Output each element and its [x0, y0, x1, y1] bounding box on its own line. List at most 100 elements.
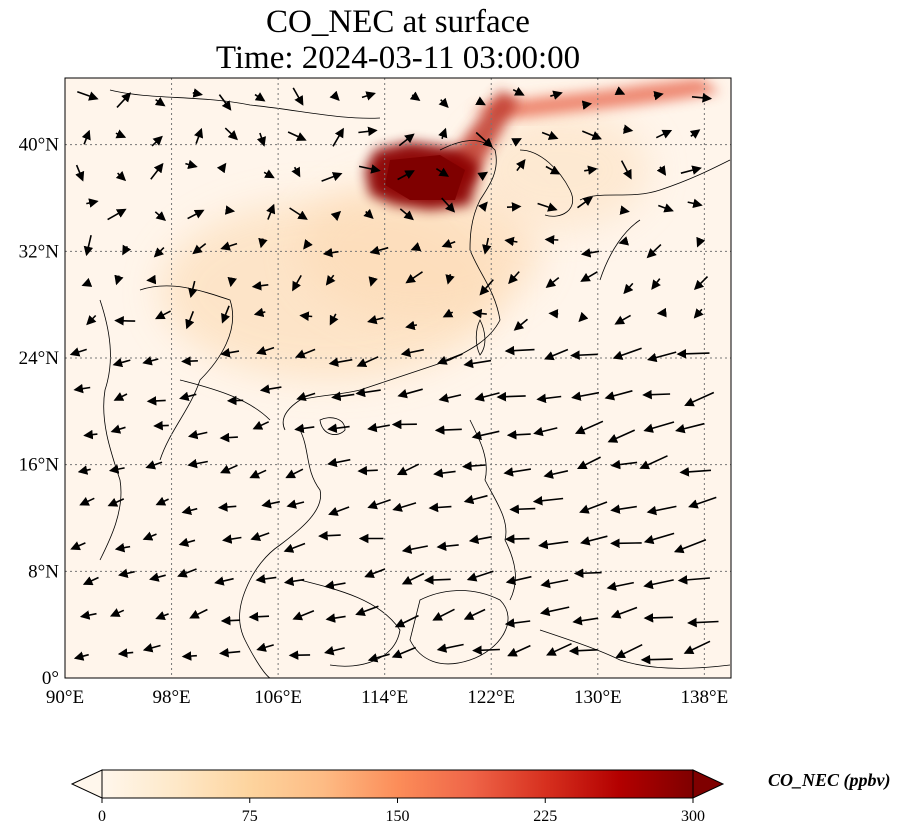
wind-arrow [477, 171, 489, 181]
wind-arrow [640, 654, 673, 665]
wind-arrow [610, 459, 638, 470]
wind-arrow [251, 280, 269, 291]
lat-tick-label: 16°N [19, 455, 60, 476]
wind-arrow [537, 202, 558, 212]
wind-arrow [391, 646, 417, 659]
wind-arrow [296, 391, 316, 402]
wind-arrow [536, 393, 562, 404]
wind-arrow [543, 469, 569, 479]
wind-arrow [185, 311, 195, 330]
wind-arrow [189, 608, 208, 619]
wind-arrow [367, 653, 390, 663]
wind-arrow [615, 643, 643, 658]
wind-arrow [82, 576, 99, 586]
plume-northeast [470, 78, 720, 118]
wind-arrow [639, 455, 668, 470]
wind-arrow [401, 544, 428, 554]
lon-tick-label: 138°E [681, 687, 729, 708]
wind-arrow [463, 494, 488, 505]
wind-arrow [331, 391, 355, 402]
wind-arrow [472, 308, 487, 319]
wind-arrow [287, 131, 307, 141]
wind-arrow [392, 502, 417, 512]
wind-arrow [677, 575, 710, 585]
colorbar-label: CO_NEC (ppbv) [768, 770, 891, 790]
wind-arrow [327, 457, 351, 468]
wind-arrow [178, 537, 196, 547]
wind-arrow [214, 576, 234, 586]
wind-arrow [112, 357, 131, 368]
colorbar-tick-label: 75 [242, 808, 258, 825]
wind-arrow [512, 86, 525, 96]
wind-arrow [227, 276, 237, 288]
wind-arrow [181, 505, 198, 515]
wind-arrow [576, 456, 601, 470]
wind-arrow [322, 247, 339, 258]
wind-arrow [154, 310, 171, 320]
wind-arrow [691, 93, 713, 103]
wind-arrow [192, 242, 207, 255]
wind-arrow [259, 384, 282, 394]
wind-arrow [286, 499, 305, 509]
wind-arrow [108, 464, 125, 474]
wind-arrow [696, 236, 706, 248]
wind-arrow [689, 129, 701, 139]
wind-arrow [146, 274, 157, 285]
wind-arrow [216, 162, 227, 174]
wind-arrow [221, 305, 231, 324]
lon-tick-label: 90°E [46, 687, 84, 708]
wind-arrow [294, 423, 315, 434]
wind-arrow [187, 209, 205, 220]
wind-arrow [400, 347, 424, 358]
wind-arrow [222, 534, 242, 544]
wind-arrow [114, 542, 131, 553]
wind-arrow [367, 498, 391, 510]
wind-arrow [474, 392, 500, 402]
colorbar-gradient [101, 769, 694, 799]
wind-arrow [220, 615, 240, 626]
wind-arrow [394, 614, 419, 628]
wind-arrow [292, 275, 302, 292]
wind-arrow [248, 611, 270, 622]
wind-arrow [436, 541, 459, 551]
wind-arrow [261, 499, 280, 509]
wind-arrow [503, 467, 532, 477]
wind-arrow [220, 347, 240, 358]
wind-arrow [77, 91, 99, 101]
wind-arrow [471, 430, 500, 441]
wind-arrow [571, 391, 600, 401]
wind-arrow [256, 642, 274, 652]
wind-arrow [581, 130, 602, 140]
wind-arrow [329, 313, 339, 326]
wind-arrow [432, 608, 455, 621]
wind-arrow [115, 129, 127, 139]
wind-arrow [618, 236, 629, 246]
wind-arrow [325, 613, 346, 623]
wind-arrow [367, 422, 390, 433]
wind-arrow [656, 307, 667, 318]
wind-arrow [291, 166, 301, 178]
wind-arrow [330, 210, 342, 221]
wind-arrow [73, 383, 91, 394]
wind-arrow [435, 167, 450, 177]
wind-arrow [397, 388, 423, 399]
wind-arrow [249, 469, 267, 479]
wind-arrow [545, 165, 561, 175]
wind-arrow [646, 505, 677, 516]
wind-arrow [622, 124, 634, 134]
wind-arrow [504, 618, 531, 628]
wind-arrow [468, 534, 492, 545]
wind-arrow [368, 276, 378, 287]
wind-arrow [579, 501, 608, 514]
wind-arrow [573, 568, 602, 579]
wind-arrow [463, 358, 492, 369]
wind-arrow [324, 646, 345, 656]
wind-arrow [438, 393, 462, 403]
wind-arrow [328, 506, 350, 516]
wind-arrow [358, 126, 378, 137]
wind-arrow [79, 496, 95, 506]
wind-arrow [656, 165, 667, 176]
wind-arrow [250, 531, 270, 541]
wind-arrow [409, 91, 421, 102]
lon-tick-label: 106°E [254, 687, 302, 708]
